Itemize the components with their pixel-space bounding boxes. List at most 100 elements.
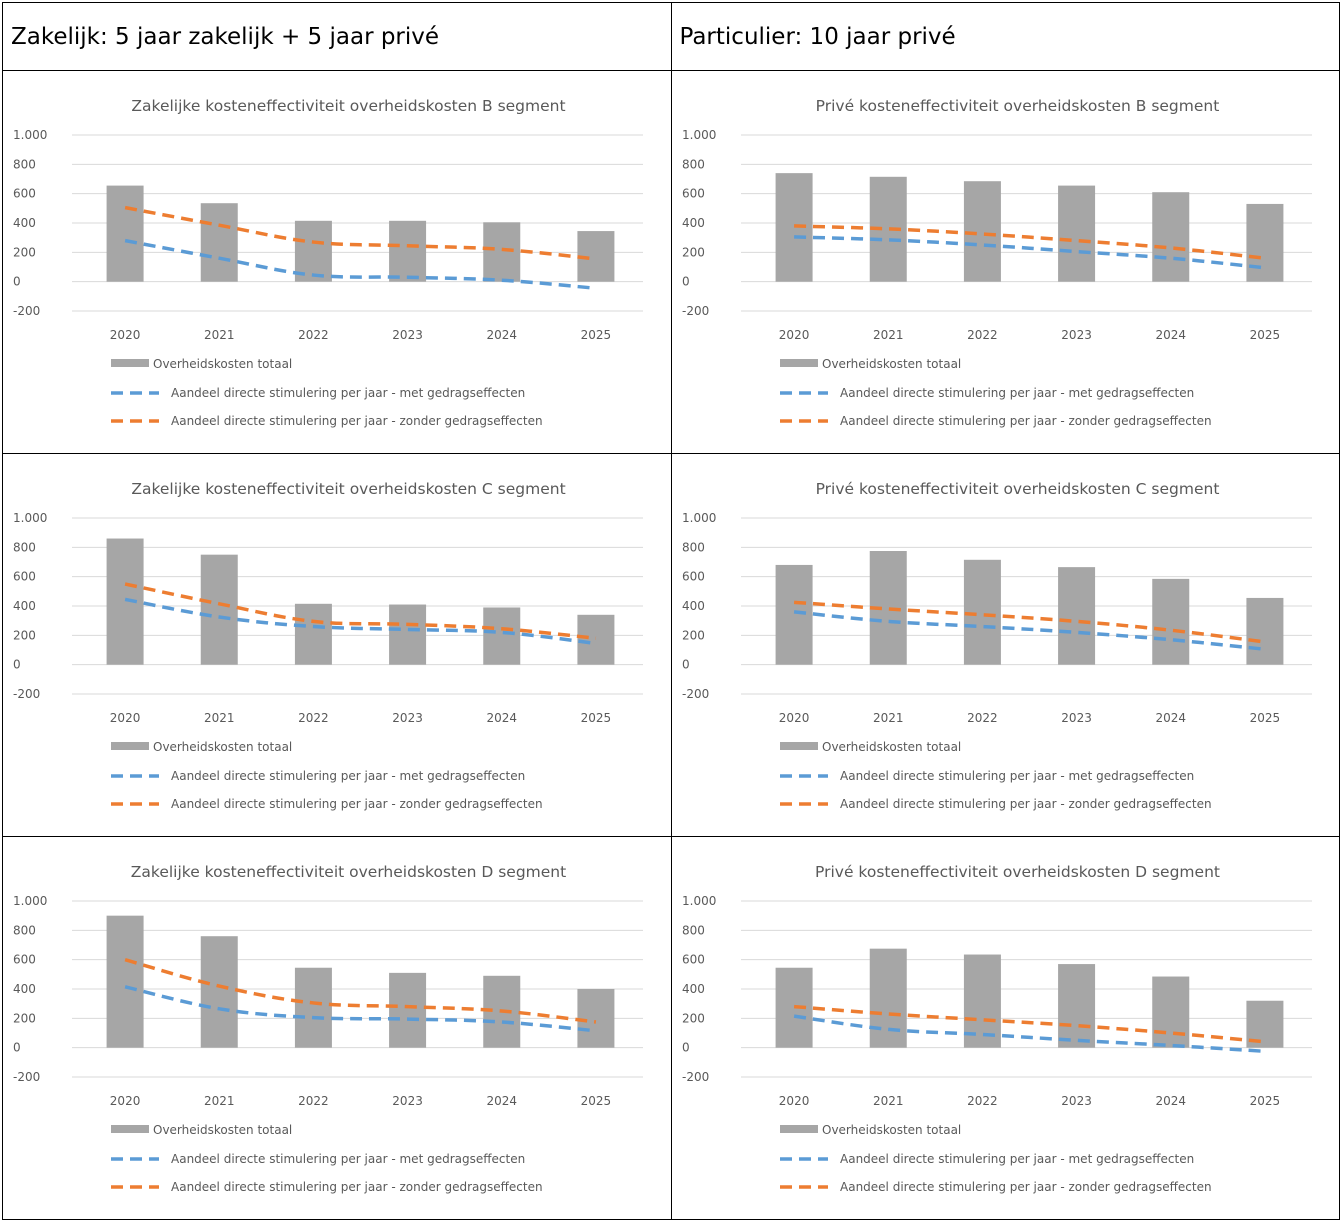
bar <box>294 967 332 1048</box>
x-tick-label: 2024 <box>486 328 517 342</box>
legend-label: Aandeel directe stimulering per jaar - z… <box>840 797 1212 811</box>
y-tick-label: 0 <box>682 1041 690 1055</box>
chart-cell: Privé kosteneffectiviteit overheidskoste… <box>670 453 1340 837</box>
bar <box>1245 203 1283 282</box>
chart-cell: Zakelijke kosteneffectiviteit overheidsk… <box>2 836 672 1220</box>
bar <box>106 915 144 1048</box>
chart-zakelijk-c: Zakelijke kosteneffectiviteit overheidsk… <box>13 480 643 811</box>
y-tick-label: 200 <box>682 245 705 259</box>
chart-title: Zakelijke kosteneffectiviteit overheidsk… <box>131 863 566 881</box>
x-tick-label: 2024 <box>1155 711 1186 725</box>
series-line <box>793 235 1265 270</box>
chart-row-d: Zakelijke kosteneffectiviteit overheidsk… <box>2 836 1340 1220</box>
y-tick-label: 800 <box>682 157 705 171</box>
series-line <box>124 205 597 261</box>
y-tick-label: 600 <box>13 187 36 201</box>
bar <box>483 222 521 282</box>
y-tick-label: 400 <box>13 599 36 613</box>
bar <box>483 607 521 665</box>
chart-row-c: Zakelijke kosteneffectiviteit overheidsk… <box>2 453 1340 837</box>
y-tick-label: 200 <box>13 245 36 259</box>
series-line <box>793 224 1265 260</box>
legend-label: Aandeel directe stimulering per jaar - m… <box>171 386 525 400</box>
x-tick-label: 2022 <box>967 711 998 725</box>
y-tick-label: 1.000 <box>13 128 47 142</box>
y-tick-label: 400 <box>13 982 36 996</box>
x-tick-label: 2020 <box>778 1094 809 1108</box>
legend-swatch-bar <box>111 742 149 750</box>
y-tick-label: -200 <box>682 304 709 318</box>
bar <box>106 185 144 282</box>
x-tick-label: 2024 <box>486 711 517 725</box>
x-tick-label: 2022 <box>298 328 329 342</box>
chart-title: Zakelijke kosteneffectiviteit overheidsk… <box>131 97 565 115</box>
x-tick-label: 2023 <box>392 711 423 725</box>
legend-label: Aandeel directe stimulering per jaar - m… <box>171 1152 525 1166</box>
legend-label: Overheidskosten totaal <box>153 740 292 754</box>
header-row: Zakelijk: 5 jaar zakelijk + 5 jaar privé… <box>2 2 1340 71</box>
y-tick-label: 400 <box>682 599 705 613</box>
chart-cell: Privé kosteneffectiviteit overheidskoste… <box>670 70 1340 454</box>
bar <box>106 538 144 665</box>
y-tick-label: 200 <box>13 628 36 642</box>
legend-label: Overheidskosten totaal <box>153 1123 292 1137</box>
bar <box>294 603 332 665</box>
x-tick-label: 2023 <box>1061 711 1092 725</box>
x-tick-label: 2025 <box>581 328 612 342</box>
y-tick-label: 800 <box>682 540 705 554</box>
chart-cell: Zakelijke kosteneffectiviteit overheidsk… <box>2 70 672 454</box>
y-tick-label: 400 <box>682 982 705 996</box>
x-tick-label: 2025 <box>1249 711 1280 725</box>
y-tick-label: 600 <box>13 953 36 967</box>
series-line <box>793 610 1265 652</box>
y-tick-label: 1.000 <box>682 128 716 142</box>
x-tick-label: 2020 <box>778 328 809 342</box>
y-tick-label: -200 <box>682 687 709 701</box>
bar <box>775 564 813 665</box>
bar <box>1057 185 1095 282</box>
x-tick-label: 2024 <box>1155 1094 1186 1108</box>
y-tick-label: 800 <box>13 923 36 937</box>
bar <box>200 203 238 282</box>
legend-label: Overheidskosten totaal <box>822 1123 961 1137</box>
x-tick-label: 2020 <box>110 328 141 342</box>
chart-title: Zakelijke kosteneffectiviteit overheidsk… <box>131 480 565 498</box>
y-tick-label: 200 <box>13 1011 36 1025</box>
x-tick-label: 2023 <box>392 328 423 342</box>
bar <box>1151 192 1189 282</box>
legend-label: Overheidskosten totaal <box>822 740 961 754</box>
bar <box>577 614 615 665</box>
y-tick-label: 0 <box>13 1041 21 1055</box>
bar <box>1151 578 1189 665</box>
y-tick-label: -200 <box>682 1070 709 1084</box>
legend-swatch-bar <box>779 1125 818 1133</box>
legend-label: Aandeel directe stimulering per jaar - z… <box>840 1180 1212 1194</box>
y-tick-label: -200 <box>13 1070 40 1084</box>
y-tick-label: 1.000 <box>13 894 47 908</box>
y-tick-label: 800 <box>13 157 36 171</box>
y-tick-label: 800 <box>682 923 705 937</box>
chart-title: Privé kosteneffectiviteit overheidskoste… <box>815 863 1220 881</box>
legend-label: Aandeel directe stimulering per jaar - z… <box>840 414 1212 428</box>
legend-label: Overheidskosten totaal <box>153 357 292 371</box>
bar <box>389 972 427 1048</box>
bar <box>389 220 427 282</box>
legend-label: Aandeel directe stimulering per jaar - z… <box>171 1180 543 1194</box>
series-line <box>124 597 597 646</box>
legend-swatch-bar <box>111 1125 149 1133</box>
bar <box>200 936 238 1048</box>
y-tick-label: 0 <box>682 275 690 289</box>
x-tick-label: 2021 <box>872 328 903 342</box>
legend-label: Aandeel directe stimulering per jaar - m… <box>840 769 1194 783</box>
x-tick-label: 2025 <box>581 1094 612 1108</box>
y-tick-label: 0 <box>682 658 690 672</box>
x-tick-label: 2021 <box>872 1094 903 1108</box>
y-tick-label: 600 <box>682 953 705 967</box>
legend-label: Overheidskosten totaal <box>822 357 961 371</box>
series-line <box>124 238 597 291</box>
y-tick-label: 0 <box>13 275 21 289</box>
chart-cell: Zakelijke kosteneffectiviteit overheidsk… <box>2 453 672 837</box>
legend-label: Aandeel directe stimulering per jaar - m… <box>840 1152 1194 1166</box>
bar <box>200 554 238 665</box>
chart-prive-c: Privé kosteneffectiviteit overheidskoste… <box>682 480 1312 811</box>
